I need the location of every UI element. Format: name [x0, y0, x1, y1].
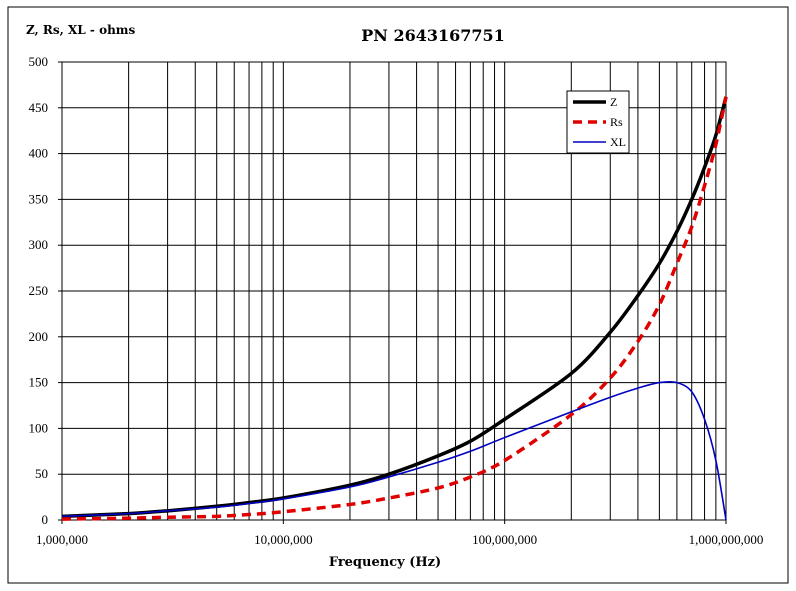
chart-frame: [7, 6, 789, 584]
y-tick-label: 50: [35, 466, 48, 481]
x-axis-label: Frequency (Hz): [329, 555, 441, 570]
y-tick-label: 0: [42, 512, 49, 527]
y-tick-label: 150: [29, 375, 49, 390]
x-ticks: 1,000,000 10,000,000 100,000,000 1,000,000,…: [36, 520, 763, 547]
chart-title: PN 2643167751: [361, 26, 505, 45]
legend: Z Rs XL: [566, 90, 630, 154]
y-tick-label: 200: [29, 329, 49, 344]
x-tick-label: 1,000,000: [36, 532, 88, 547]
y-tick-label: 450: [29, 100, 49, 115]
y-tick-label: 250: [29, 283, 49, 298]
y-tick-label: 400: [29, 146, 49, 161]
series-lines: [61, 96, 728, 521]
y-axis-label: Z, Rs, XL - ohms: [26, 23, 135, 37]
y-tick-label: 300: [29, 237, 49, 252]
y-tick-label: 350: [29, 191, 49, 206]
y-ticks: 0 50 100 150 200 250 300 350 400 450 500: [29, 54, 62, 527]
x-tick-label: 10,000,000: [254, 532, 313, 547]
series-line-rs: [61, 96, 728, 521]
legend-label-z: Z: [610, 95, 617, 109]
series-line-z: [61, 96, 728, 519]
x-tick-label: 100,000,000: [472, 532, 537, 547]
y-tick-label: 100: [29, 420, 49, 435]
x-tick-label: 1,000,000,000: [689, 532, 764, 547]
series-line-xl: [61, 380, 727, 521]
legend-label-xl: XL: [610, 135, 626, 149]
legend-label-rs: Rs: [610, 115, 623, 129]
y-tick-label: 500: [29, 54, 49, 69]
